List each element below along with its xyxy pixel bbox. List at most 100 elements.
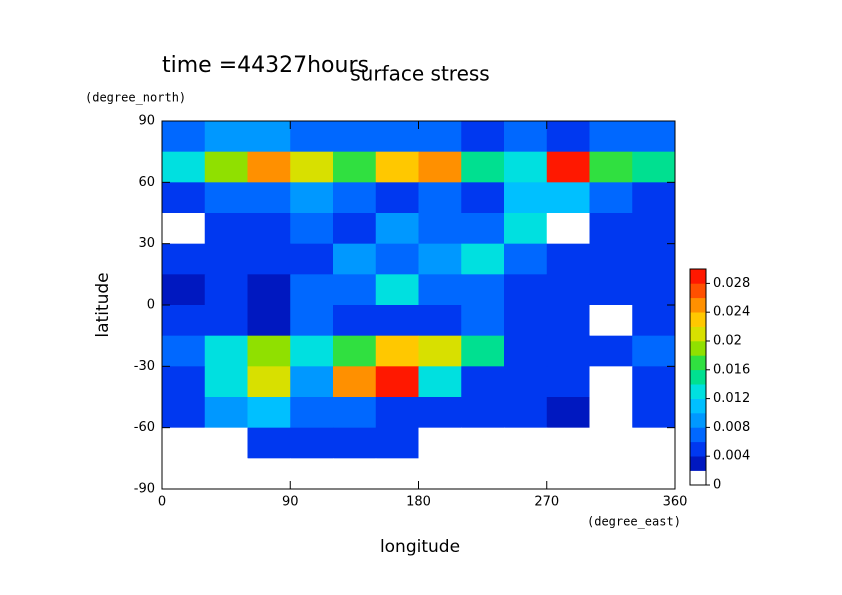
- cell: [204, 427, 248, 459]
- cell: [504, 458, 548, 490]
- cell: [162, 243, 206, 275]
- cell: [162, 427, 206, 459]
- cell: [418, 305, 462, 337]
- colorbar-swatch: [690, 427, 706, 443]
- x-axis-label: longitude: [380, 537, 460, 557]
- cell: [589, 151, 633, 183]
- cell: [375, 458, 419, 490]
- cell: [204, 213, 248, 245]
- colorbar-tick-label: 0.016: [713, 362, 750, 377]
- chart-title: surface stress: [350, 62, 489, 86]
- cell: [546, 243, 590, 275]
- cell: [162, 305, 206, 337]
- cell: [418, 182, 462, 214]
- colorbar-swatch: [690, 456, 706, 471]
- y-tick-label: -30: [134, 359, 155, 374]
- cell: [418, 274, 462, 306]
- cell: [290, 335, 334, 367]
- cell: [461, 213, 505, 245]
- colorbar-tick-label: 0.004: [713, 449, 750, 464]
- cell: [204, 121, 248, 153]
- y-tick-label: 90: [138, 114, 155, 129]
- cell: [589, 182, 633, 214]
- cell: [461, 305, 505, 337]
- cell: [546, 213, 590, 245]
- cell: [546, 335, 590, 367]
- cell: [589, 335, 633, 367]
- cell: [418, 151, 462, 183]
- x-tick-label: 0: [158, 495, 166, 510]
- cell: [546, 182, 590, 214]
- cell: [204, 305, 248, 337]
- y-tick-label: 0: [147, 298, 155, 313]
- cell: [632, 243, 676, 275]
- colorbar-swatch: [690, 312, 706, 327]
- cell: [546, 121, 590, 153]
- cell: [375, 397, 419, 429]
- cell: [418, 427, 462, 459]
- cell: [204, 274, 248, 306]
- cell: [375, 151, 419, 183]
- cell: [418, 397, 462, 429]
- cell: [375, 243, 419, 275]
- cell: [546, 366, 590, 398]
- cell: [461, 182, 505, 214]
- cell: [589, 366, 633, 398]
- colorbar-swatch: [690, 341, 706, 356]
- y-tick-label: -90: [134, 482, 155, 497]
- cell: [247, 458, 291, 490]
- cell: [589, 121, 633, 153]
- colorbar-swatch: [690, 283, 706, 299]
- cell: [504, 274, 548, 306]
- x-unit: (degree_east): [587, 515, 681, 529]
- cell: [589, 305, 633, 337]
- colorbar-swatch: [690, 470, 706, 486]
- cell: [504, 305, 548, 337]
- cell: [290, 397, 334, 429]
- cell: [162, 151, 206, 183]
- colorbar-swatch: [690, 413, 706, 428]
- cell: [290, 243, 334, 275]
- cell: [375, 213, 419, 245]
- cell: [504, 335, 548, 367]
- cell: [333, 458, 377, 490]
- cell: [589, 274, 633, 306]
- cell: [333, 213, 377, 245]
- cell: [375, 427, 419, 459]
- cell: [632, 397, 676, 429]
- colorbar-tick-label: 0.028: [713, 276, 750, 291]
- cell: [546, 274, 590, 306]
- cell: [546, 427, 590, 459]
- cell: [589, 243, 633, 275]
- cell: [333, 335, 377, 367]
- cell: [461, 397, 505, 429]
- cell: [504, 366, 548, 398]
- cell: [162, 458, 206, 490]
- cell: [290, 458, 334, 490]
- cell: [418, 458, 462, 490]
- colorbar-tick-label: 0.024: [713, 305, 750, 320]
- cell: [461, 458, 505, 490]
- cell: [204, 397, 248, 429]
- y-tick-label: 60: [138, 175, 155, 190]
- cell: [375, 182, 419, 214]
- cell: [333, 305, 377, 337]
- cell: [247, 121, 291, 153]
- cell: [162, 274, 206, 306]
- colorbar-tick-label: 0: [713, 478, 721, 493]
- cell: [247, 182, 291, 214]
- cell: [632, 366, 676, 398]
- cell: [461, 335, 505, 367]
- cell: [162, 182, 206, 214]
- cell: [632, 335, 676, 367]
- colorbar-swatch: [690, 269, 706, 284]
- cell: [247, 213, 291, 245]
- colorbar-swatch: [690, 398, 706, 414]
- cell: [204, 366, 248, 398]
- cell: [546, 458, 590, 490]
- cell: [504, 397, 548, 429]
- cell: [333, 182, 377, 214]
- cell: [375, 121, 419, 153]
- axes: 0 90 180 270 360 -90 -60 -30 0 30 60 90 0 0.004 0.008 0…: [134, 114, 750, 510]
